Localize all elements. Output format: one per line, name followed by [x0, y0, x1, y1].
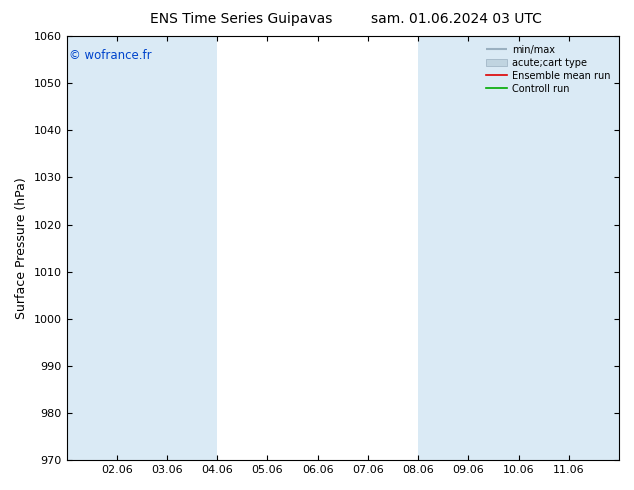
Bar: [67, 36, 167, 460]
Text: sam. 01.06.2024 03 UTC: sam. 01.06.2024 03 UTC: [371, 12, 542, 26]
Text: ENS Time Series Guipavas: ENS Time Series Guipavas: [150, 12, 332, 26]
Legend: min/max, acute;cart type, Ensemble mean run, Controll run: min/max, acute;cart type, Ensemble mean …: [482, 41, 614, 98]
Bar: [418, 36, 469, 460]
Y-axis label: Surface Pressure (hPa): Surface Pressure (hPa): [15, 177, 28, 319]
Text: © wofrance.fr: © wofrance.fr: [69, 49, 152, 62]
Bar: [469, 36, 519, 460]
Bar: [569, 36, 619, 460]
Bar: [167, 36, 217, 460]
Bar: [519, 36, 569, 460]
